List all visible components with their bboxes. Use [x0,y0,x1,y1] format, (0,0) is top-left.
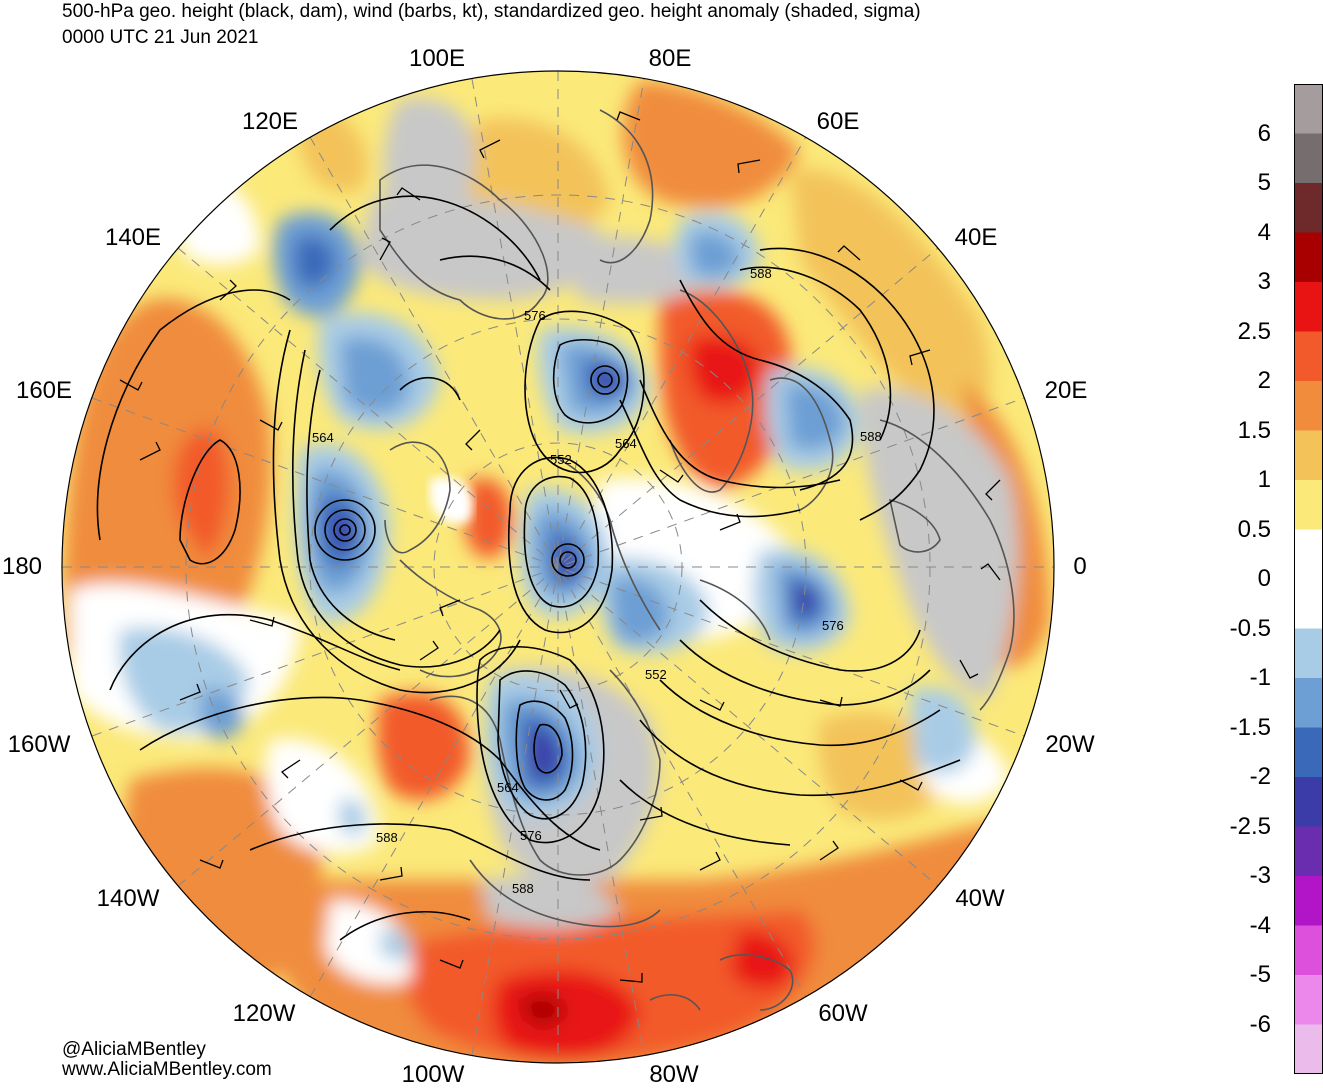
colorbar-label: 0.5 [1237,515,1271,543]
colorbar-label: 5 [1257,169,1271,196]
colorbar-label: 4 [1257,218,1271,246]
contour-label: 564 [312,430,334,445]
colorbar [1294,84,1323,1074]
lon-label-100w: 100W [401,1061,465,1088]
lon-label-180: 180 [1,553,43,580]
contour-label: 576 [520,828,542,843]
colorbar-segment [1294,876,1323,926]
colorbar-segment [1294,232,1323,283]
credit-handle: @AliciaMBentley [62,1039,206,1060]
colorbar-label: 6 [1257,119,1271,147]
lon-label-20w: 20W [1045,731,1095,758]
lon-label-120e: 120E [241,108,299,135]
colorbar-label: -5 [1249,961,1271,988]
colorbar-segment [1294,727,1323,778]
colorbar-label: -4 [1249,911,1271,939]
contour-label: 576 [822,618,844,633]
colorbar-label: -6 [1249,1010,1271,1038]
map-valid-time: 0000 UTC 21 Jun 2021 [62,27,259,48]
colorbar-label: 0 [1257,565,1271,592]
lon-label-140e: 140E [104,224,162,251]
contour-label: 588 [376,830,398,845]
lon-label-20e: 20E [1044,377,1088,404]
colorbar-label: -2.5 [1229,812,1271,840]
height-contours [96,195,961,941]
graticule [62,71,1054,1063]
contour-label: 564 [497,780,519,795]
contour-label: 564 [615,436,637,451]
colorbar-label: 2 [1257,367,1271,394]
contour-label: 552 [645,667,667,682]
lon-label-140w: 140W [96,885,160,912]
colorbar-segment [1294,529,1323,580]
colorbar-segment [1294,430,1323,481]
contour-label: 588 [512,881,534,896]
lon-label-160w: 160W [7,731,71,758]
colorbar-segment [1294,480,1323,530]
colorbar-label: -1 [1249,664,1271,691]
colorbar-segment [1294,975,1323,1025]
colorbar-segment [1294,1024,1323,1074]
colorbar-label: -3 [1249,862,1271,889]
colorbar-segment [1294,925,1323,976]
colorbar-segment [1294,826,1323,877]
lon-label-40w: 40W [955,885,1005,912]
colorbar-segment [1294,777,1323,827]
lon-label-80e: 80E [648,45,692,72]
lon-label-60w: 60W [818,1000,868,1027]
lon-label-40e: 40E [954,224,998,251]
contour-labels: 588 576 564 552 564 564 552 576 588 576 … [312,266,882,896]
colorbar-label: 1 [1257,466,1271,493]
colorbar-segment [1294,628,1323,679]
colorbar-segment [1294,579,1323,629]
colorbar-segment [1294,133,1323,184]
colorbar-segment [1294,331,1323,382]
lon-label-160e: 160E [15,377,73,404]
colorbar-label: 1.5 [1237,416,1271,444]
colorbar-label: 3 [1257,268,1271,295]
colorbar-segment [1294,282,1323,332]
colorbar-label: -0.5 [1229,614,1271,642]
lon-label-100e: 100E [408,45,466,72]
lon-label-0: 0 [1073,553,1087,580]
colorbar-segment [1294,84,1323,134]
lon-label-60e: 60E [816,108,860,135]
colorbar-label: 2.5 [1237,317,1271,345]
coastlines [379,109,1015,1011]
colorbar-segment [1294,183,1323,233]
colorbar-segment [1294,678,1323,728]
wind-barbs [119,111,1001,983]
colorbar-label: -2 [1249,763,1271,790]
colorbar-label: -1.5 [1229,713,1271,741]
contour-label: 552 [550,452,572,467]
contour-label: 588 [750,266,772,281]
lon-label-120w: 120W [232,1000,296,1027]
lon-label-80w: 80W [649,1061,699,1088]
contour-label: 576 [524,308,546,323]
credit-website: www.AliciaMBentley.com [62,1059,272,1080]
contour-label: 588 [860,429,882,444]
globe-boundary [61,70,1055,1064]
map-title: 500-hPa geo. height (black, dam), wind (… [62,1,921,22]
colorbar-segment [1294,381,1323,431]
